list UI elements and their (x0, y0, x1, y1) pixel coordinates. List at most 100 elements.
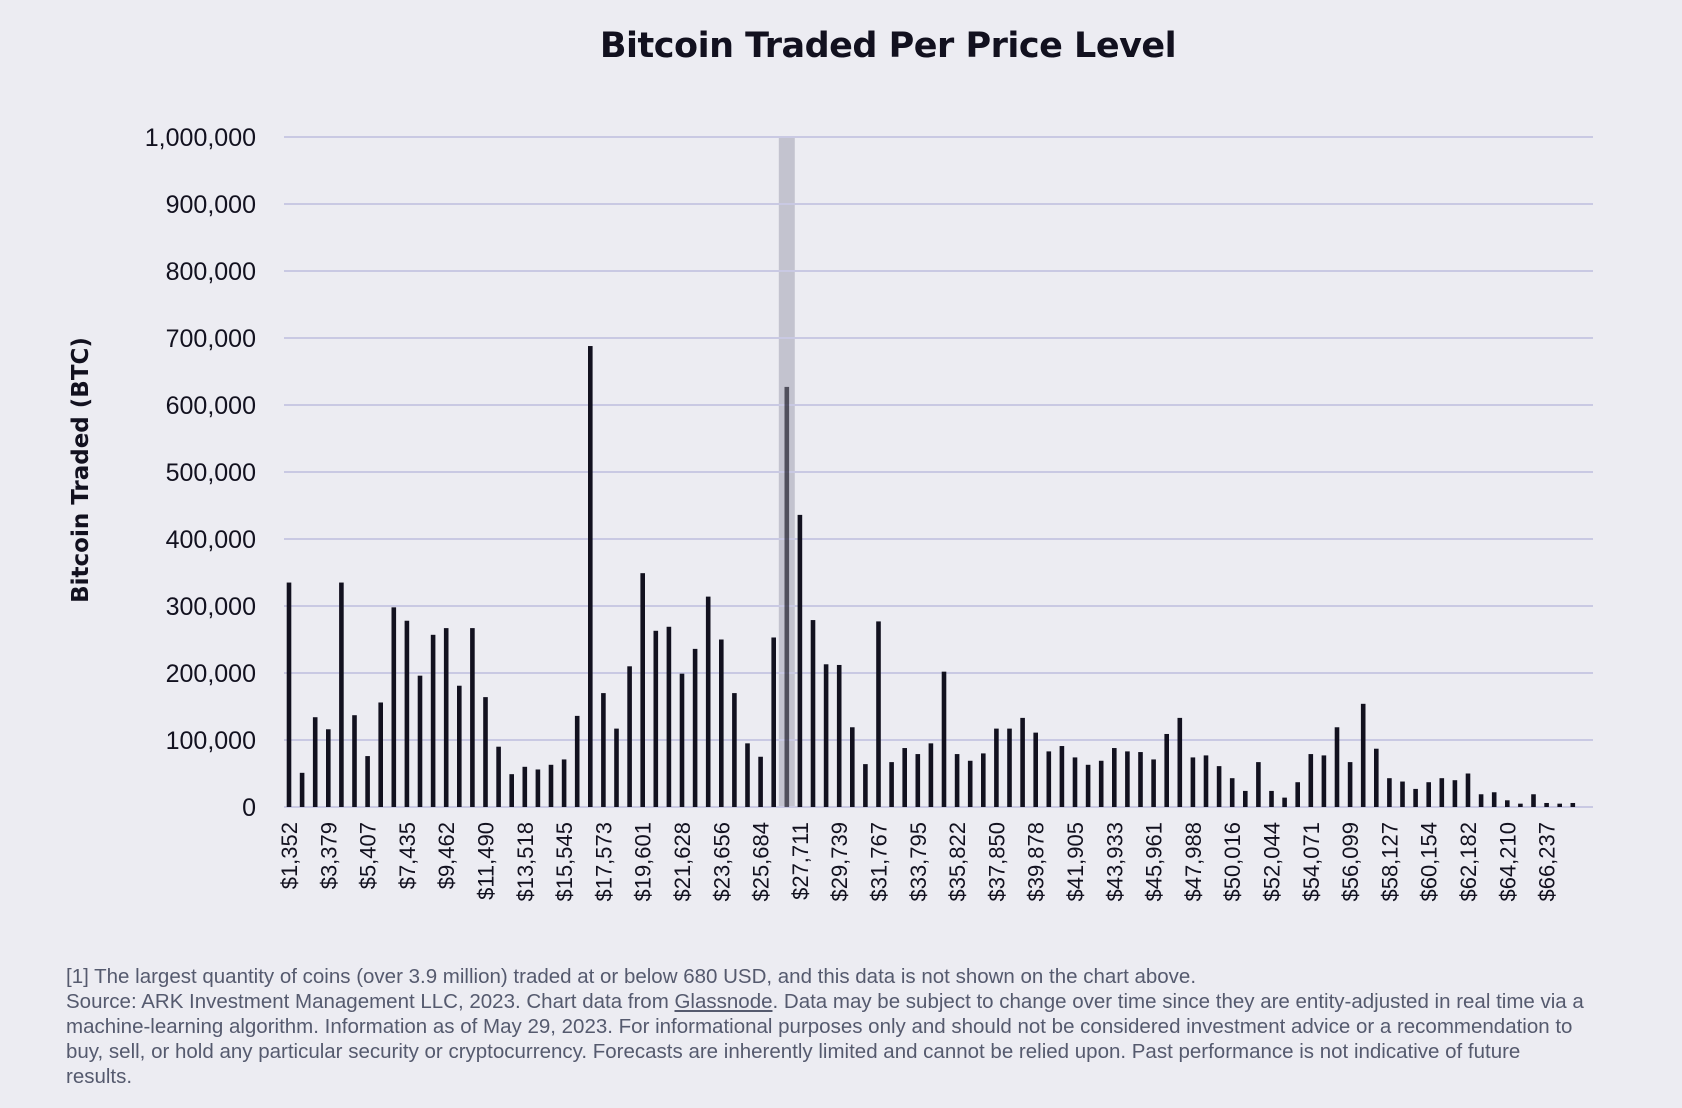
y-tick-label: 400,000 (166, 526, 256, 554)
y-axis-title: Bitcoin Traded (BTC) (68, 337, 94, 603)
bar (627, 666, 632, 807)
bar (1190, 757, 1196, 807)
x-tick-label: $31,767 (867, 822, 892, 902)
x-tick-label: $39,878 (1024, 822, 1049, 902)
bar (614, 728, 619, 807)
bar (745, 743, 750, 807)
x-tick-label: $35,822 (945, 822, 970, 902)
bar (1426, 782, 1431, 807)
bar (483, 697, 488, 807)
x-tick-label: $50,016 (1220, 822, 1245, 902)
bar (561, 759, 567, 807)
footnote-note: [1] The largest quantity of coins (over … (66, 965, 1197, 988)
x-tick-label: $5,407 (356, 822, 381, 889)
bar (588, 346, 593, 807)
bar (352, 715, 357, 807)
bar (1491, 792, 1497, 807)
bar (994, 728, 999, 807)
bar (784, 386, 790, 807)
x-tick-label: $56,099 (1338, 822, 1363, 902)
bar (1046, 751, 1052, 807)
bar (457, 685, 462, 807)
bar (574, 715, 580, 807)
bar (1387, 778, 1392, 807)
bar (915, 754, 921, 807)
bar (312, 717, 318, 807)
glassnode-link[interactable]: Glassnode (674, 990, 773, 1013)
x-tick-label: $58,127 (1377, 822, 1402, 902)
bar (1282, 797, 1287, 807)
bar (1164, 733, 1169, 807)
bar (1360, 703, 1366, 807)
bar (823, 664, 829, 807)
x-tick-label: $7,435 (395, 822, 420, 889)
x-tick-label: $21,628 (670, 822, 695, 902)
chart-title: Bitcoin Traded Per Price Level (599, 26, 1177, 66)
bar (1269, 790, 1274, 807)
y-tick-label: 500,000 (166, 459, 256, 487)
bar-chart: 0 100,000 200,000 300,000 400,000 500,000 600,… (68, 124, 1593, 902)
bar (1400, 781, 1405, 807)
bar (326, 729, 331, 807)
bar (1570, 802, 1576, 807)
bar (640, 573, 645, 807)
bar (836, 664, 842, 807)
x-tick-label: $1,352 (277, 822, 302, 889)
x-tick-label: $17,573 (591, 822, 616, 902)
bar (928, 743, 934, 807)
bar (876, 621, 881, 807)
bar (1308, 754, 1314, 807)
bar (732, 693, 737, 807)
bar (797, 514, 803, 807)
x-tick-label: $25,684 (749, 822, 774, 902)
bar (1465, 773, 1471, 807)
bar (339, 582, 344, 807)
bar (299, 772, 305, 807)
bar (1518, 803, 1523, 807)
bar (1020, 717, 1025, 807)
footnote-source: Source: ARK Investment Management LLC, 2… (66, 989, 1586, 1089)
bar (1256, 762, 1261, 807)
bar (705, 596, 711, 807)
bar (1243, 790, 1248, 807)
x-tick-label: $27,711 (788, 822, 813, 900)
bar (1295, 782, 1300, 807)
bar (1112, 748, 1117, 807)
bar (1216, 766, 1222, 807)
x-tick-label: $45,961 (1142, 822, 1167, 902)
y-tick-label: 200,000 (166, 660, 256, 688)
bar (548, 764, 554, 807)
x-tick-label: $43,933 (1102, 822, 1127, 902)
source-prefix: Source: ARK Investment Management LLC, 2… (66, 990, 675, 1013)
x-tick-label: $9,462 (434, 822, 459, 889)
y-tick-label: 0 (242, 794, 256, 822)
bar (1347, 762, 1353, 807)
bar (692, 648, 698, 807)
bar (286, 582, 292, 807)
x-tick-label: $15,545 (552, 822, 577, 902)
bar (1007, 728, 1012, 807)
bar (378, 702, 383, 807)
bar (1413, 788, 1418, 807)
bar (1374, 748, 1379, 807)
x-tick-label: $62,182 (1456, 822, 1481, 902)
y-tick-label: 300,000 (166, 593, 256, 621)
bar (679, 673, 685, 807)
bar (509, 774, 514, 807)
bar (902, 748, 907, 807)
x-tick-label: $19,601 (631, 822, 656, 902)
bar (391, 607, 397, 807)
x-tick-label: $47,988 (1181, 822, 1206, 902)
x-tick-label: $66,237 (1535, 822, 1560, 902)
bar (535, 769, 541, 807)
bar (941, 671, 947, 807)
bar (1138, 752, 1143, 807)
bar (1321, 755, 1327, 807)
y-tick-label: 600,000 (166, 392, 256, 420)
source-rest: . Data may be subject to change over tim… (66, 990, 1584, 1088)
bar (1151, 759, 1156, 807)
bar (850, 727, 855, 807)
bar (417, 675, 423, 807)
y-tick-label: 100,000 (166, 727, 256, 755)
bar (1334, 727, 1340, 807)
